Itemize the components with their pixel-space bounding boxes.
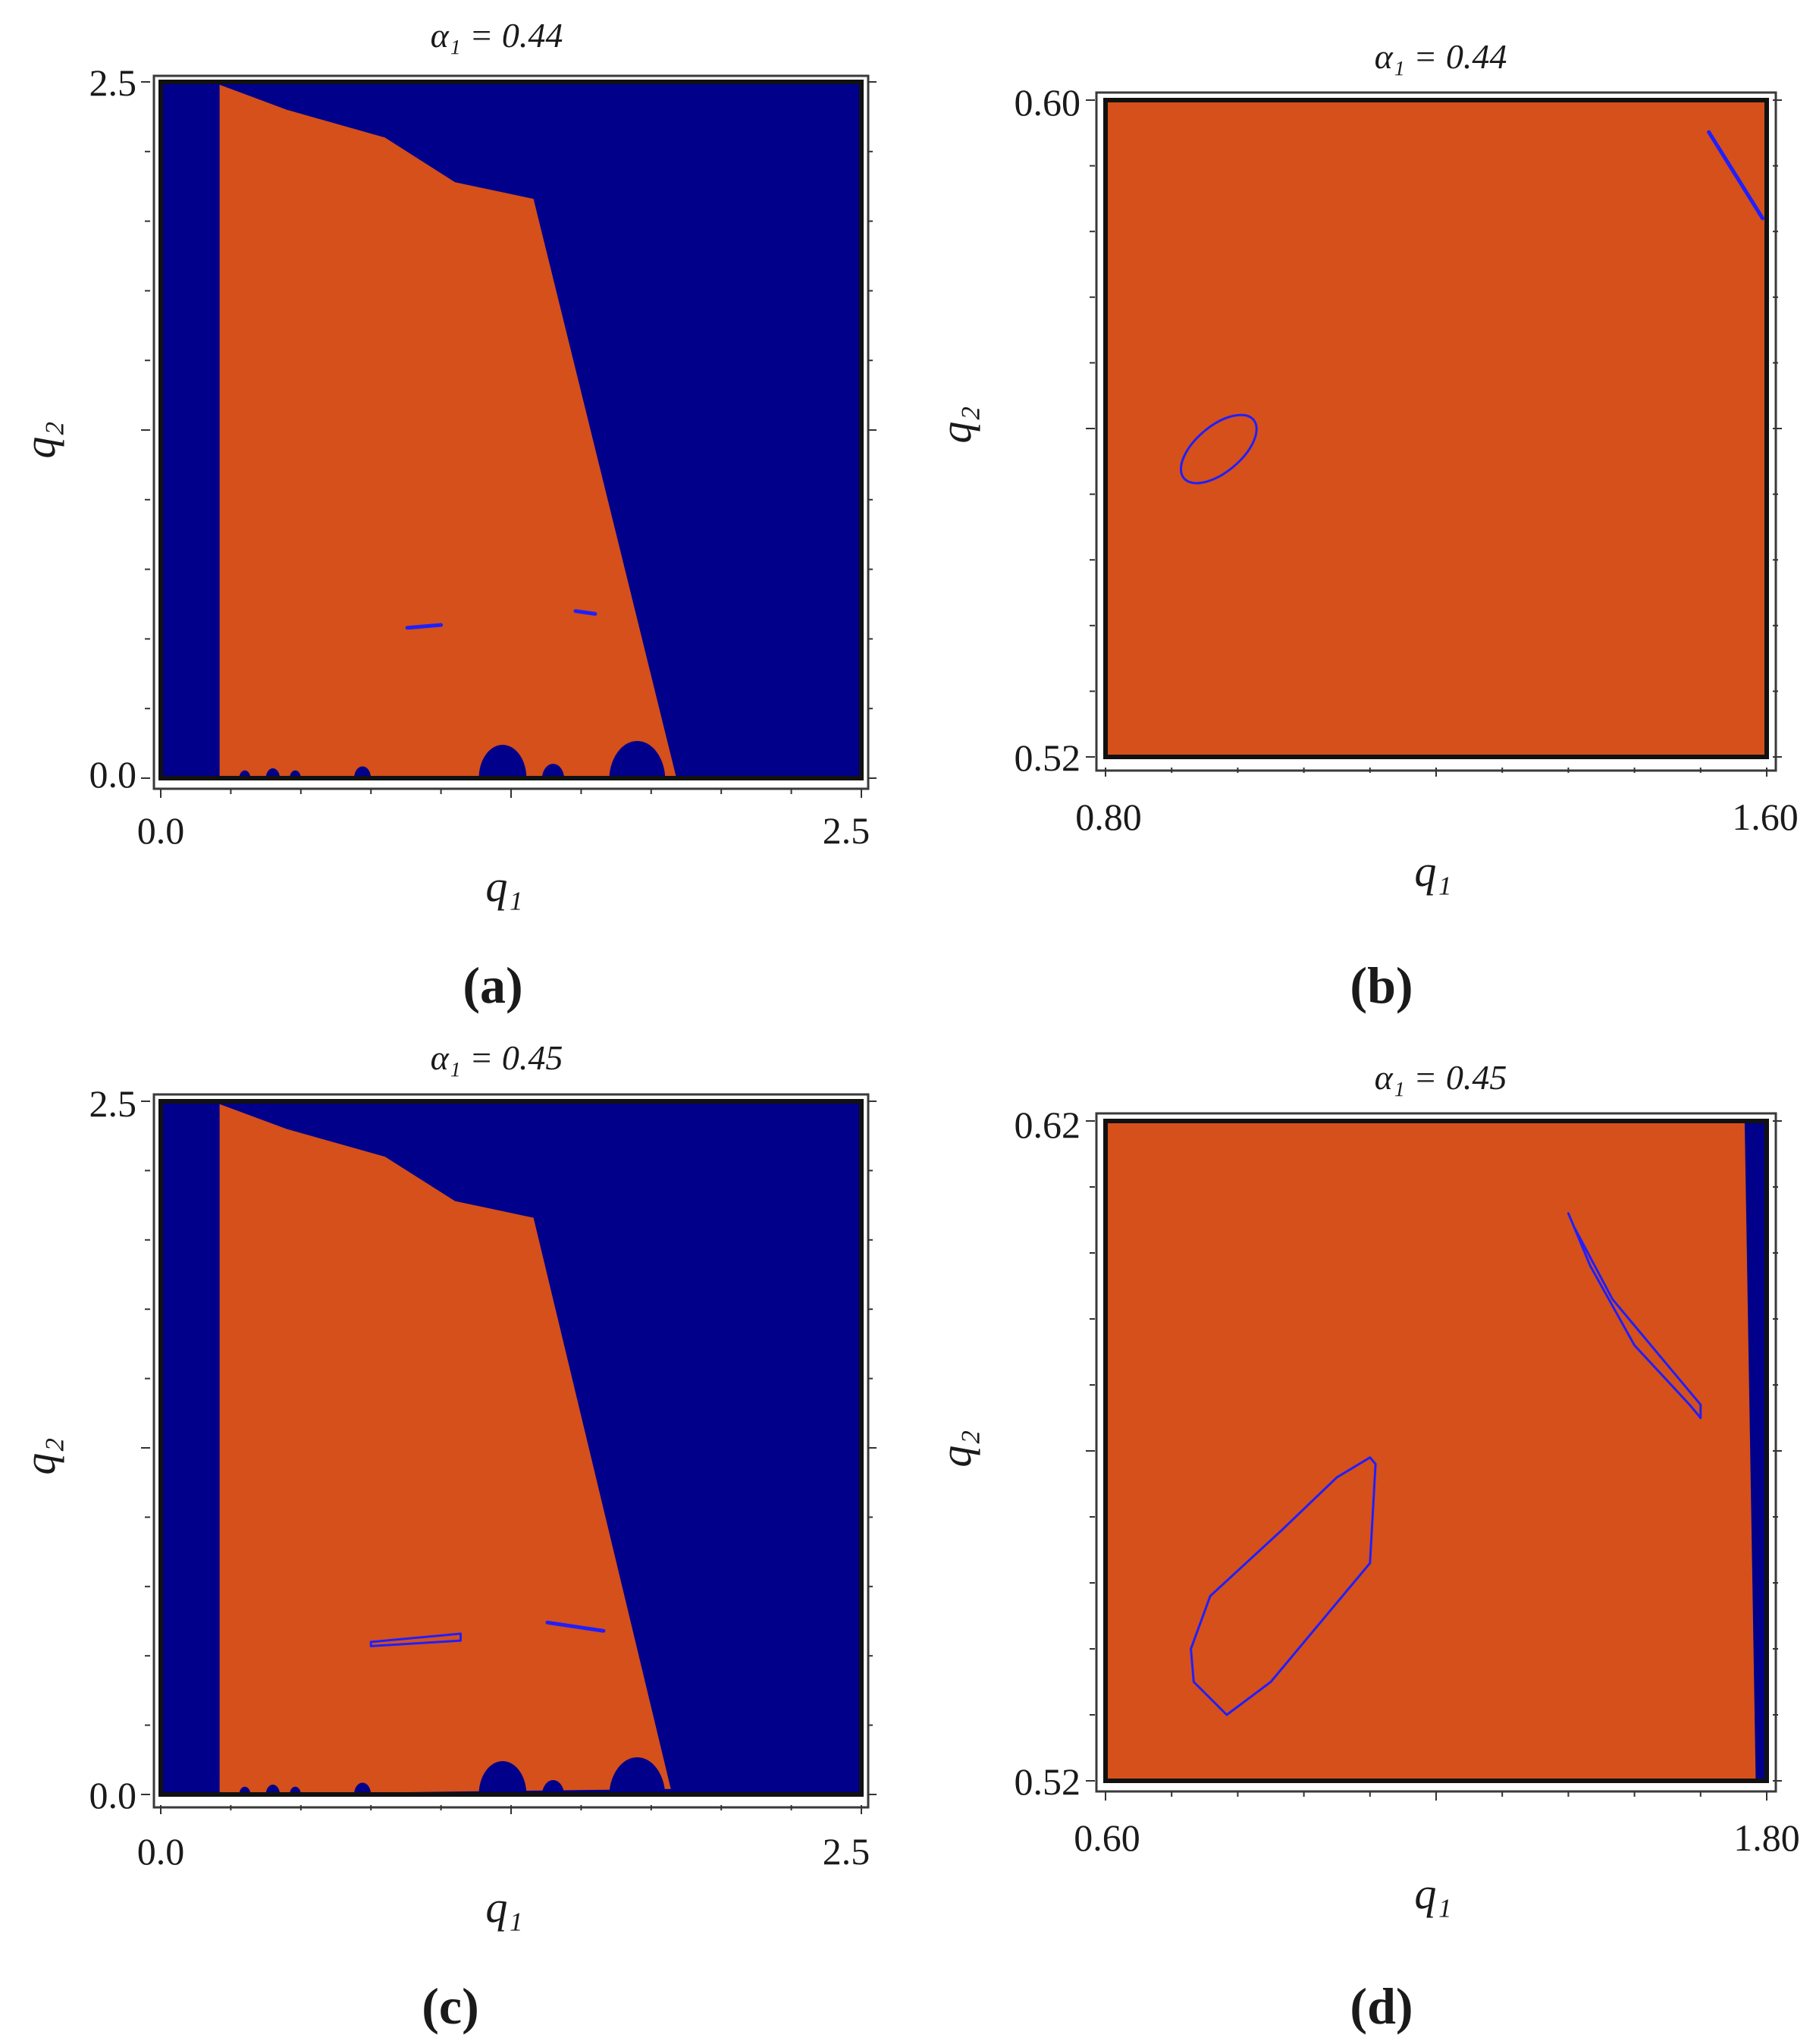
panel-a-bump-3	[609, 740, 666, 778]
panel-c-bump-0	[354, 1782, 372, 1794]
panel-d-ytick-max: 0.62	[1015, 1104, 1081, 1146]
panel-b-xtick-max: 1.60	[1732, 796, 1799, 838]
panel-a-bump-2	[478, 745, 527, 778]
panel-a: α₁ = 0.44 2.5 0.0 0.0 2.5 q₁ q₂ (a)	[15, 16, 877, 1014]
panel-d-ticks	[1086, 1120, 1782, 1801]
panel-a-bump-1	[265, 768, 281, 778]
panel-c-bump-1	[265, 1785, 281, 1794]
panel-c-curve-1	[545, 1620, 606, 1633]
panel-c-caption-letter: c	[439, 1977, 462, 2035]
panel-c-title: α₁ = 0.45	[431, 1038, 563, 1077]
panel-b-curve-1	[1707, 130, 1765, 221]
panel-c-xtick-min: 0.0	[137, 1830, 185, 1873]
panel-b-caption: (b)	[1350, 956, 1413, 1014]
panel-b-xlabel: q₁	[1414, 846, 1451, 896]
panel-c-region-1	[219, 1104, 671, 1794]
panel-a-xtick-min: 0.0	[137, 809, 185, 852]
panel-c-xlabel: q₁	[485, 1882, 522, 1932]
panel-b-xtick-min: 0.80	[1075, 796, 1142, 838]
panel-b-curve-0	[1179, 413, 1258, 485]
panel-d-caption: (d)	[1350, 1977, 1413, 2035]
panel-b-ytick-max: 0.60	[1015, 81, 1081, 124]
panel-c-bump-6	[541, 1780, 565, 1794]
panel-a-ylabel: q₂	[15, 421, 64, 458]
panel-a-bump-0	[354, 766, 372, 778]
panel-a-curve-1	[573, 609, 597, 616]
panel-a-xlabel: q₁	[485, 862, 522, 911]
panel-c-ylabel: q₂	[15, 1437, 64, 1474]
panel-d-xtick-min: 0.60	[1074, 1816, 1140, 1859]
panel-d-xtick-max: 1.80	[1733, 1816, 1800, 1859]
panel-a-caption: (a)	[463, 956, 522, 1014]
panel-b: α₁ = 0.44 0.60 0.52 0.80 1.60 q₁ q₂ (b)	[931, 37, 1799, 1014]
panel-d-curve-0	[1190, 1456, 1377, 1716]
panel-a-ytick-min: 0.0	[89, 753, 137, 796]
panel-c-bump-3	[609, 1757, 666, 1794]
panel-a-plot	[161, 82, 861, 778]
panel-b-ticks	[1086, 99, 1782, 777]
panel-c-bump-2	[478, 1761, 527, 1794]
panel-d-caption-letter: d	[1367, 1977, 1396, 2035]
panel-d-curve-1	[1567, 1212, 1702, 1419]
panel-a-curve-0	[405, 623, 444, 630]
panel-b-ylabel: q₂	[931, 406, 980, 443]
panel-a-caption-letter: a	[480, 956, 506, 1014]
panel-d-plot	[1106, 1121, 1767, 1781]
panel-c-inner-frame	[158, 1099, 864, 1797]
panel-b-inner-frame	[1103, 98, 1769, 759]
panel-a-title: α₁ = 0.44	[431, 16, 563, 55]
panel-d-title: α₁ = 0.45	[1375, 1058, 1507, 1097]
panel-c-ytick-min: 0.0	[89, 1774, 137, 1816]
panel-b-ytick-min: 0.52	[1015, 736, 1081, 779]
panel-c-plot	[161, 1101, 861, 1794]
panel-d-region-1	[1744, 1121, 1767, 1781]
panel-c: α₁ = 0.45 2.5 0.0 0.0 2.5 q₁ q₂ (c)	[15, 1038, 877, 2035]
panel-a-inner-frame	[158, 80, 864, 780]
panel-d-region-0	[1106, 1121, 1767, 1781]
panel-b-title: α₁ = 0.44	[1375, 37, 1507, 76]
panel-c-xtick-max: 2.5	[823, 1830, 870, 1873]
panel-a-region-1	[219, 84, 677, 778]
panel-c-curve-0	[369, 1632, 462, 1647]
panel-b-caption-letter: b	[1367, 956, 1396, 1014]
panel-a-ytick-max: 2.5	[89, 61, 137, 104]
panel-b-plot	[1106, 100, 1767, 757]
panel-d-xlabel: q₁	[1414, 1869, 1451, 1918]
panel-a-bump-6	[541, 764, 565, 778]
panel-d-ytick-min: 0.52	[1015, 1760, 1081, 1803]
panel-c-ticks	[141, 1100, 877, 1814]
panel-d-ylabel: q₂	[931, 1430, 980, 1467]
panel-c-caption: (c)	[422, 1977, 479, 2035]
panel-d: α₁ = 0.45 0.62 0.52 0.60 1.80 q₁ q₂ (d)	[931, 1058, 1800, 2035]
panel-b-region-0	[1106, 100, 1767, 757]
panel-a-xtick-max: 2.5	[823, 809, 870, 852]
panel-c-ytick-max: 2.5	[89, 1082, 137, 1125]
panel-a-ticks	[141, 81, 877, 798]
panel-d-inner-frame	[1103, 1119, 1769, 1783]
